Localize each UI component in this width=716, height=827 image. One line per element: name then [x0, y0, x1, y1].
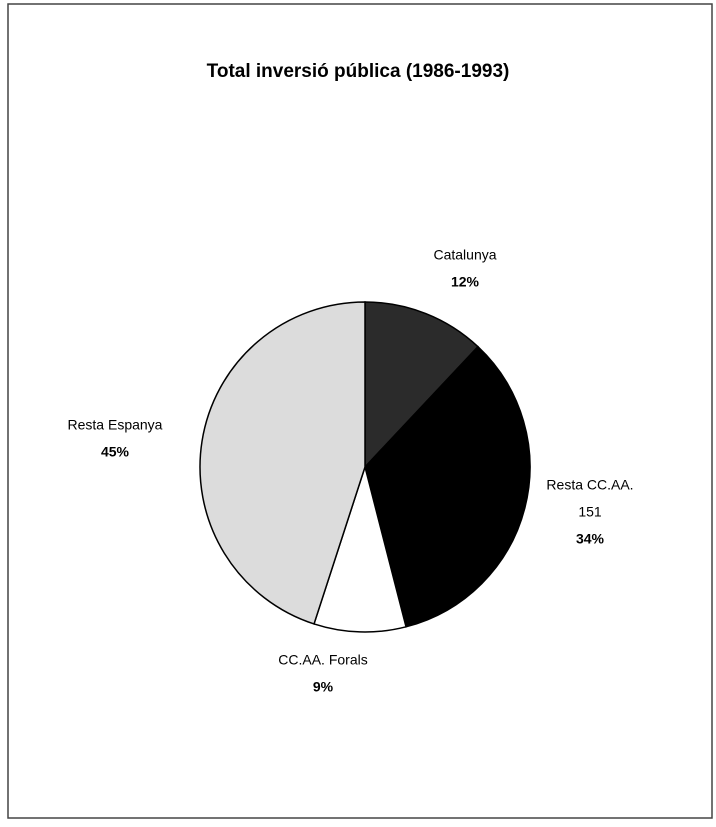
pie-slice [364, 345, 531, 628]
value-label: 9% [313, 679, 334, 695]
value-label: 34% [576, 531, 605, 547]
chart-title: Total inversió pública (1986-1993) [207, 61, 510, 82]
value-label: 12% [451, 274, 480, 290]
slice-label: Resta CC.AA. [546, 477, 633, 493]
pie-slice [199, 301, 366, 625]
value-label: 45% [101, 444, 130, 460]
pie-slice [313, 464, 407, 633]
pie-slice [364, 301, 480, 469]
slice-label: Catalunya [433, 247, 496, 263]
slice-annotation: 151 [578, 504, 602, 520]
slice-label: CC.AA. Forals [278, 652, 367, 668]
slice-label: Resta Espanya [68, 417, 163, 433]
